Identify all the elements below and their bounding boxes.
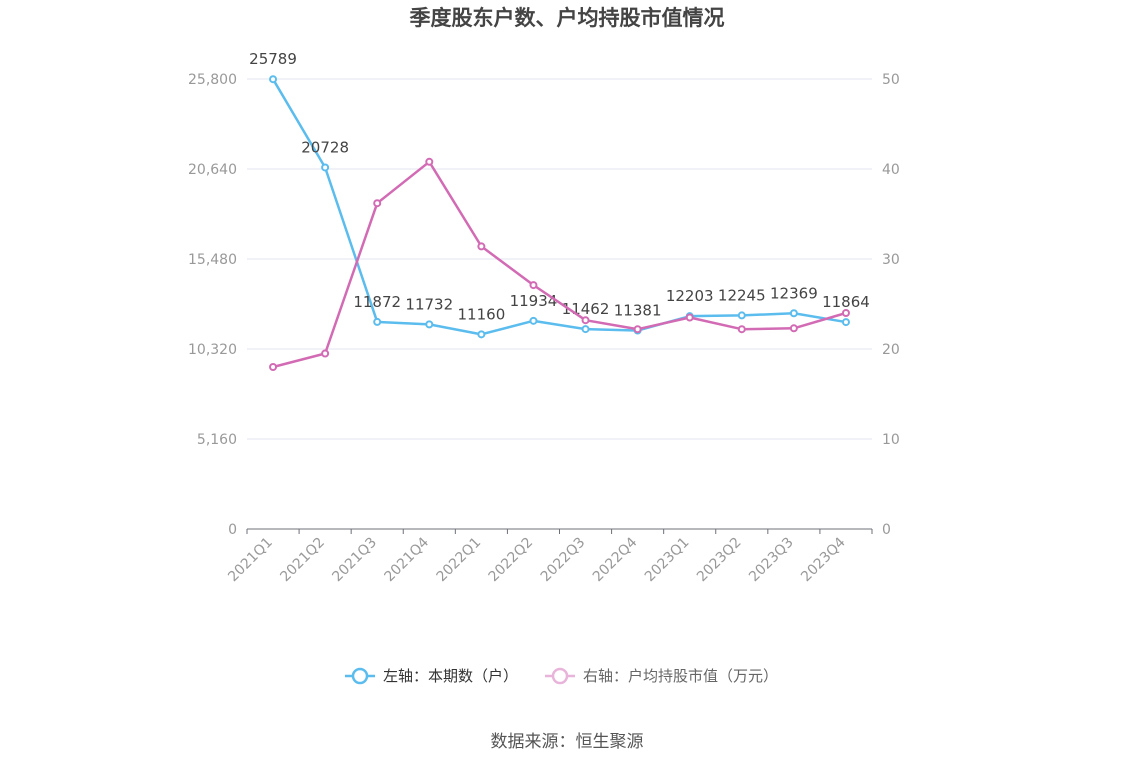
series-2-point — [529, 281, 538, 290]
right-tick-label: 50 — [882, 72, 900, 88]
legend[interactable]: 左轴：本期数（户） 右轴：户均持股市值（万元） — [345, 667, 778, 685]
x-tick-label: 2022Q1 — [434, 535, 485, 586]
series-2-point — [737, 325, 746, 334]
x-tick-label: 2023Q4 — [798, 534, 849, 585]
series-1-point — [841, 318, 850, 327]
right-tick-label: 0 — [882, 522, 891, 538]
left-tick-label: 20,640 — [188, 162, 237, 178]
series-2-point — [373, 199, 382, 208]
series-line-1 — [271, 78, 847, 336]
legend-marker — [551, 667, 569, 685]
data-label: 11934 — [510, 292, 558, 310]
x-tick-label: 2021Q1 — [225, 535, 276, 586]
series-1-point — [477, 330, 486, 339]
legend-item-label: 右轴：户均持股市值（万元） — [583, 667, 778, 685]
data-label: 12369 — [770, 284, 818, 302]
series-2-point — [477, 242, 486, 251]
x-tick-label: 2023Q1 — [642, 535, 693, 586]
left-axis: 0 5,160 10,320 15,480 20,640 25,800 — [188, 72, 237, 538]
right-axis: 0 10 20 30 40 50 — [882, 72, 900, 538]
source-note: 数据来源：恒生聚源 — [491, 732, 644, 752]
series-2-point — [581, 316, 590, 325]
x-tick-label: 2022Q2 — [486, 535, 537, 586]
series-line-2 — [272, 160, 847, 369]
grid — [247, 78, 872, 440]
series-1-point — [581, 325, 590, 334]
x-tick-label: 2021Q3 — [329, 535, 380, 586]
data-label: 11381 — [614, 301, 662, 319]
x-tick-label: 2022Q4 — [590, 534, 641, 585]
legend-item-label: 左轴：本期数（户） — [383, 667, 518, 685]
left-tick-label: 25,800 — [188, 72, 237, 88]
series-2-point — [685, 313, 694, 322]
left-tick-label: 0 — [228, 522, 237, 538]
left-tick-label: 15,480 — [188, 252, 237, 268]
right-tick-label: 20 — [882, 342, 900, 358]
series-2-point — [841, 309, 850, 317]
data-label: 12203 — [666, 287, 714, 305]
data-label: 11872 — [353, 293, 401, 311]
left-tick-label: 5,160 — [197, 432, 237, 448]
series-1-point — [373, 317, 382, 326]
x-tick-label: 2022Q3 — [538, 535, 589, 586]
series-2-point — [269, 363, 278, 371]
data-label: 11732 — [405, 295, 453, 313]
series-1-point — [529, 316, 538, 325]
series-1-point — [789, 309, 798, 318]
data-label: 20728 — [301, 138, 349, 156]
x-tick-label: 2021Q4 — [382, 534, 433, 585]
data-label: 25789 — [249, 50, 297, 68]
series-2-point — [633, 325, 642, 334]
x-tick-label: 2023Q3 — [746, 535, 797, 586]
series-1-point — [321, 163, 330, 172]
right-tick-label: 10 — [882, 432, 900, 448]
series-1-point — [425, 320, 434, 329]
series-2-point — [321, 349, 330, 358]
data-label: 12245 — [718, 286, 766, 304]
series-2-point — [789, 324, 798, 333]
data-label: 11864 — [822, 293, 870, 311]
x-axis: 2021Q1 2021Q2 2021Q3 2021Q4 2022Q1 2022Q2 2022… — [225, 528, 873, 586]
chart-title: 季度股东户数、户均持股市值情况 — [410, 6, 725, 30]
right-tick-label: 40 — [882, 162, 900, 178]
x-tick-label: 2021Q2 — [277, 535, 328, 586]
series-1-point — [737, 311, 746, 320]
right-tick-label: 30 — [882, 252, 900, 268]
data-label: 11160 — [458, 305, 506, 323]
x-tick-label: 2023Q2 — [694, 535, 745, 586]
legend-marker — [351, 667, 369, 685]
series-2-point — [425, 157, 434, 166]
left-tick-label: 10,320 — [188, 342, 237, 358]
series-1-point — [269, 75, 278, 84]
